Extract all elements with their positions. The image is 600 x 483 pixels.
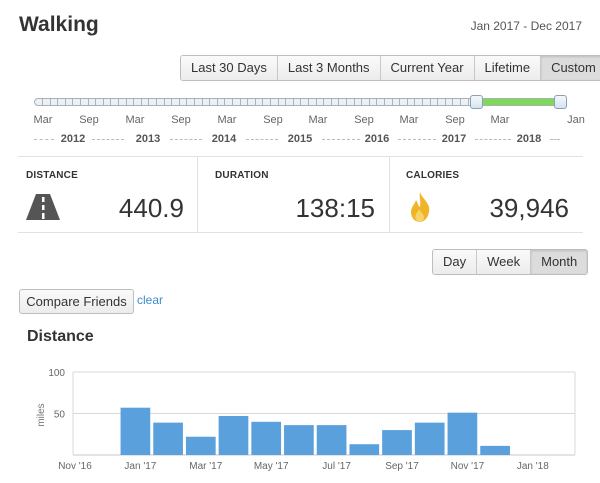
timeline-start-handle[interactable] xyxy=(470,95,483,109)
calories-value: 39,946 xyxy=(489,193,569,223)
month-label: Jan xyxy=(567,114,585,126)
granularity-button-group: Day Week Month xyxy=(432,249,589,275)
month-label: Sep xyxy=(79,114,99,126)
x-tick-label: Mar '17 xyxy=(189,461,222,472)
month-label: Mar xyxy=(399,114,419,126)
year-label: 2014 xyxy=(208,133,240,145)
page-title: Walking xyxy=(19,13,99,36)
month-button[interactable]: Month xyxy=(530,250,588,274)
chart-title: Distance xyxy=(27,328,94,345)
y-tick-label: 50 xyxy=(54,410,66,421)
week-button[interactable]: Week xyxy=(476,250,531,274)
duration-label: DURATION xyxy=(215,170,269,181)
x-tick-label: Nov '16 xyxy=(58,461,92,472)
bar-mar-17[interactable] xyxy=(185,436,216,455)
year-label: 2016 xyxy=(361,133,393,145)
stats-panel: DISTANCE 440.9 DURATION 138:15 CALORIES … xyxy=(18,156,583,233)
bar-sep-17[interactable] xyxy=(382,430,412,455)
timeline-slider[interactable] xyxy=(34,95,567,109)
month-label: Sep xyxy=(445,114,465,126)
x-tick-label: Nov '17 xyxy=(451,461,485,472)
day-button[interactable]: Day xyxy=(433,250,477,274)
bar-apr-17[interactable] xyxy=(218,415,249,455)
distance-stat: DISTANCE 440.9 xyxy=(18,157,198,232)
x-tick-label: Sep '17 xyxy=(385,461,419,472)
clear-link[interactable]: clear xyxy=(137,293,164,307)
flame-icon xyxy=(407,191,433,228)
bar-feb-17[interactable] xyxy=(153,422,183,455)
year-label: 2013 xyxy=(132,133,164,145)
month-label: Mar xyxy=(308,114,328,126)
distance-chart: 50 100 Nov '16 Jan '17 Mar '17 May '17 Jul '1… xyxy=(36,368,576,472)
compare-friends-button[interactable]: Compare Friends xyxy=(19,289,134,314)
range-button-group: Last 30 Days Last 3 Months Current Year … xyxy=(180,55,600,81)
duration-value: 138:15 xyxy=(295,193,375,223)
calories-label: CALORIES xyxy=(406,170,460,181)
bar-dec-17[interactable] xyxy=(480,445,510,455)
timeline-selection xyxy=(477,99,561,105)
bar-jul-17[interactable] xyxy=(316,425,347,455)
year-label: 2015 xyxy=(284,133,316,145)
calories-stat: CALORIES 39,946 xyxy=(390,157,583,232)
month-label: Sep xyxy=(171,114,191,126)
duration-stat: DURATION 138:15 xyxy=(198,157,389,232)
month-label: Sep xyxy=(263,114,283,126)
month-label: Mar xyxy=(490,114,510,126)
last-3-months-button[interactable]: Last 3 Months xyxy=(276,56,380,80)
x-tick-label: May '17 xyxy=(254,461,289,472)
timeline-end-handle[interactable] xyxy=(554,95,567,109)
y-axis-label: miles xyxy=(36,403,47,426)
date-range-label: Jan 2017 - Dec 2017 xyxy=(470,19,582,33)
bar-may-17[interactable] xyxy=(251,421,282,455)
year-label: 2017 xyxy=(438,133,470,145)
x-tick-label: Jan '18 xyxy=(517,461,549,472)
last-30-days-button[interactable]: Last 30 Days xyxy=(181,56,277,80)
road-icon xyxy=(26,194,60,225)
x-tick-label: Jul '17 xyxy=(322,461,351,472)
lifetime-button[interactable]: Lifetime xyxy=(473,56,541,80)
bar-jun-17[interactable] xyxy=(284,425,314,455)
x-tick-label: Jan '17 xyxy=(124,461,156,472)
year-label: 2018 xyxy=(513,133,545,145)
month-label: Mar xyxy=(217,114,237,126)
month-label: Sep xyxy=(354,114,374,126)
month-label: Mar xyxy=(125,114,145,126)
year-label: 2012 xyxy=(57,133,89,145)
month-label: Mar xyxy=(33,114,53,126)
custom-button[interactable]: Custom xyxy=(540,56,600,80)
bar-oct-17[interactable] xyxy=(414,422,445,455)
current-year-button[interactable]: Current Year xyxy=(379,56,474,80)
bar-jan-17[interactable] xyxy=(120,407,151,455)
distance-label: DISTANCE xyxy=(26,170,78,181)
distance-value: 440.9 xyxy=(118,193,184,223)
bar-nov-17[interactable] xyxy=(447,412,478,455)
y-tick-label: 100 xyxy=(48,368,65,379)
bar-aug-17[interactable] xyxy=(349,444,380,455)
